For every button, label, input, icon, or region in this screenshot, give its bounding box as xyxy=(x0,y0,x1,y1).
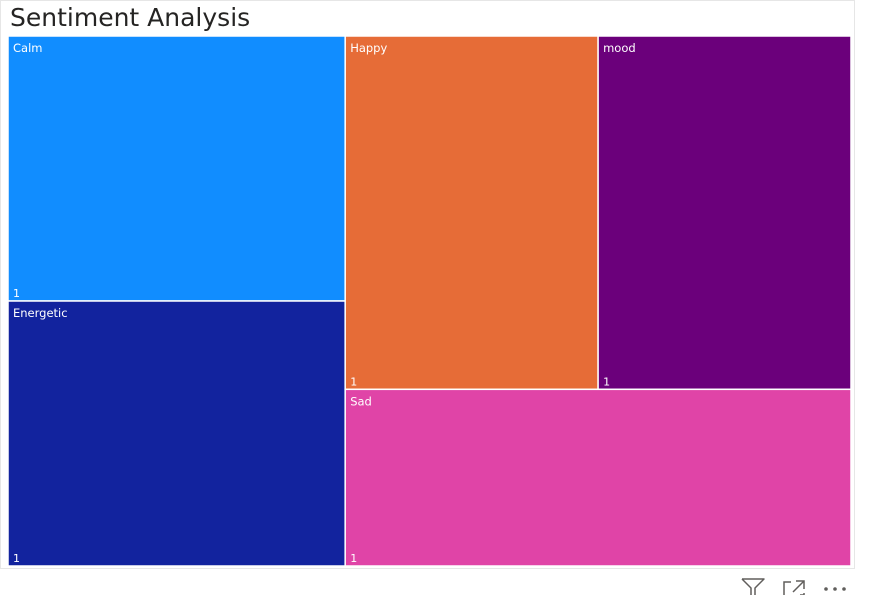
chart-title: Sentiment Analysis xyxy=(10,3,251,32)
treemap-tile-calm[interactable]: Calm 1 xyxy=(7,35,346,302)
treemap-tile-happy[interactable]: Happy 1 xyxy=(344,35,599,391)
treemap-rect-happy[interactable] xyxy=(344,35,599,391)
treemap-value-sad: 1 xyxy=(350,552,357,565)
treemap-value-happy: 1 xyxy=(350,375,357,388)
focus-mode-icon[interactable] xyxy=(782,576,806,595)
treemap-label-happy: Happy xyxy=(350,41,387,55)
treemap-value-energetic: 1 xyxy=(13,552,20,565)
visual-header-toolbar xyxy=(738,576,858,595)
treemap-label-mood: mood xyxy=(603,41,636,55)
treemap-rect-calm[interactable] xyxy=(7,35,346,302)
treemap-label-sad: Sad xyxy=(350,394,372,408)
treemap-rect-mood[interactable] xyxy=(597,35,852,391)
filter-icon[interactable] xyxy=(740,576,766,595)
treemap-value-mood: 1 xyxy=(603,375,610,388)
treemap-rect-sad[interactable] xyxy=(344,388,852,567)
treemap-rect-energetic[interactable] xyxy=(7,300,346,567)
treemap-tile-sad[interactable]: Sad 1 xyxy=(344,388,852,567)
treemap-label-energetic: Energetic xyxy=(13,306,68,320)
treemap-tile-mood[interactable]: mood 1 xyxy=(597,35,852,391)
treemap-tile-energetic[interactable]: Energetic 1 xyxy=(7,300,346,567)
treemap-value-calm: 1 xyxy=(13,287,20,300)
more-options-icon[interactable] xyxy=(822,576,850,595)
treemap-label-calm: Calm xyxy=(13,41,42,55)
